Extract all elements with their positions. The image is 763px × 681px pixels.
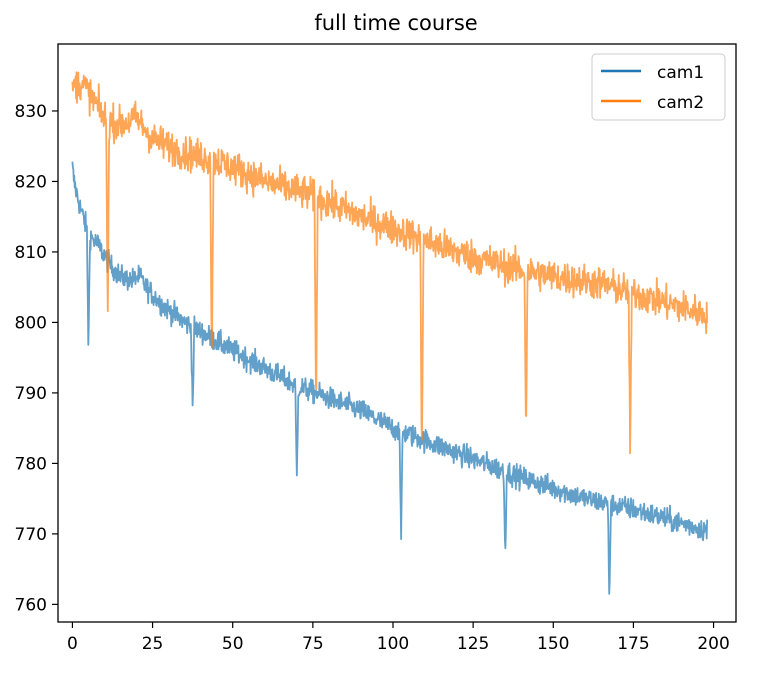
legend-label-cam2: cam2 (657, 93, 704, 113)
y-tick-label: 780 (15, 454, 47, 474)
x-tick-label: 0 (67, 634, 78, 654)
x-tick-label: 75 (302, 634, 324, 654)
x-tick-label: 150 (537, 634, 569, 654)
x-tick-label: 100 (377, 634, 409, 654)
legend-label-cam1: cam1 (657, 63, 704, 83)
x-tick-label: 25 (142, 634, 164, 654)
series-line-cam2 (71, 71, 709, 455)
series-layer (71, 71, 709, 595)
axes-layer: 0 25 50 75 100 125 150 175 200 760 770 780 790 800 810… (15, 102, 730, 654)
x-tick-label: 125 (457, 634, 489, 654)
series-line-cam1 (71, 161, 709, 595)
y-tick-label: 820 (15, 172, 47, 192)
y-tick-label: 770 (15, 525, 47, 545)
legend: cam1 cam2 (591, 53, 726, 121)
chart-title: full time course (314, 11, 477, 35)
x-tick-label: 175 (617, 634, 649, 654)
y-tick-label: 760 (15, 595, 47, 615)
plot-frame (57, 43, 737, 623)
y-tick-label: 800 (15, 313, 47, 333)
y-tick-label: 830 (15, 102, 47, 122)
y-tick-label: 810 (15, 243, 47, 263)
x-tick-label: 200 (697, 634, 729, 654)
y-tick-label: 790 (15, 384, 47, 404)
x-tick-label: 50 (222, 634, 244, 654)
